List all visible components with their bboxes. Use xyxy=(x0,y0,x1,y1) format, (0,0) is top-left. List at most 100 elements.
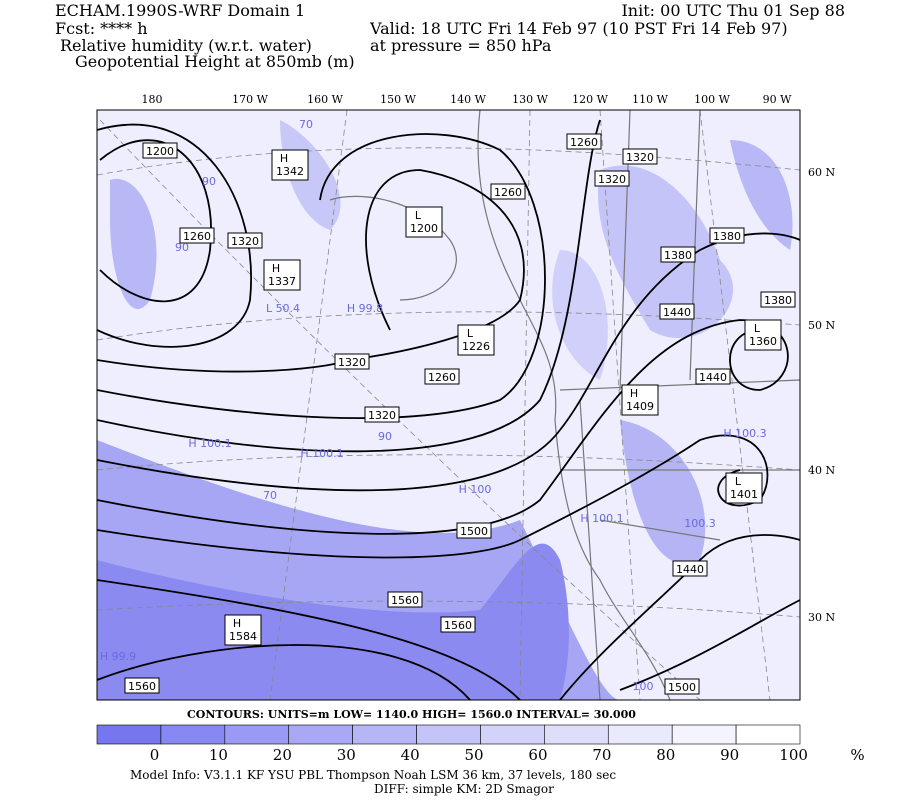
contour-label-box xyxy=(440,616,476,633)
contour-label-box xyxy=(490,183,526,200)
contour-label: 1560 xyxy=(444,619,472,632)
contour-label-box xyxy=(124,677,160,694)
colorbar-label: % xyxy=(850,746,864,764)
humidity-label: 90 xyxy=(378,430,392,443)
center-value: 1401 xyxy=(730,488,758,501)
model-title: ECHAM.1990S-WRF Domain 1 xyxy=(55,1,305,20)
longitude-label: 120 W xyxy=(572,93,608,106)
colorbar-label: 70 xyxy=(592,746,611,764)
contour-label-box xyxy=(364,406,400,423)
humidity-label: H 100.1 xyxy=(580,512,623,525)
colorbar-label: 30 xyxy=(337,746,356,764)
longitude-label: 140 W xyxy=(450,93,486,106)
colorbar-swatch xyxy=(224,724,290,745)
forecast-hour: Fcst: **** h xyxy=(55,19,148,38)
longitude-label: 160 W xyxy=(307,93,343,106)
colorbar-swatch xyxy=(160,724,226,745)
colorbar-swatch xyxy=(607,724,673,745)
contour-label: 1560 xyxy=(391,594,419,607)
colorbar-label: 60 xyxy=(528,746,547,764)
humid-area xyxy=(552,250,608,380)
humidity-label: 100.3 xyxy=(684,517,716,530)
longitude-labels: 180 170 W 160 W 150 W 140 W 130 W 120 W 110 W 10… xyxy=(142,93,793,106)
model-info: Model Info: V3.1.1 KF YSU PBL Thompson N… xyxy=(130,768,616,782)
colorbar: 0 10 20 30 40 50 60 70 80 90 100% xyxy=(96,724,865,764)
contour-label: 1260 xyxy=(494,186,522,199)
colorbar-swatch xyxy=(416,724,481,745)
center-letter: L xyxy=(415,209,422,222)
humidity-label: H 100.3 xyxy=(723,427,766,440)
contour-label-box xyxy=(334,353,370,370)
contour-label: 1320 xyxy=(626,151,654,164)
humidity-label: 70 xyxy=(299,118,313,131)
pressure-level: at pressure = 850 hPa xyxy=(370,36,552,55)
center-box xyxy=(744,319,782,351)
humid-area xyxy=(620,420,706,564)
colorbar-swatch xyxy=(480,724,545,745)
humid-area xyxy=(280,120,341,230)
contour-label: 1200 xyxy=(146,145,174,158)
contour-label: 1380 xyxy=(713,230,741,243)
contour-label-box xyxy=(672,560,708,577)
center-letter: H xyxy=(280,152,288,165)
longitude-label: 130 W xyxy=(512,93,548,106)
contour-label-box xyxy=(179,227,215,244)
init-time: Init: 00 UTC Thu 01 Sep 88 xyxy=(621,1,845,20)
humidity-label: 90 xyxy=(202,175,216,188)
contour-label-box xyxy=(695,368,731,385)
humidity-label: H 100.1 xyxy=(300,447,343,460)
map-area xyxy=(97,110,800,700)
valid-time: Valid: 18 UTC Fri 14 Feb 97 (10 PST Fri … xyxy=(369,19,788,38)
center-box xyxy=(621,384,659,416)
contour-label: 1320 xyxy=(231,235,259,248)
latitude-label: 40 N xyxy=(808,464,835,477)
colorbar-label: 40 xyxy=(401,746,420,764)
contour-label: 1440 xyxy=(663,306,691,319)
contour-label: 1260 xyxy=(183,230,211,243)
center-box xyxy=(271,149,309,181)
center-value: 1584 xyxy=(229,630,257,643)
longitude-label: 180 xyxy=(142,93,163,106)
colorbar-swatch xyxy=(352,724,417,745)
contour-label-box xyxy=(387,591,423,608)
field-1: Relative humidity (w.r.t. water) xyxy=(60,36,312,55)
center-value: 1226 xyxy=(462,340,490,353)
humidity-label: H 99.9 xyxy=(100,650,136,663)
latitude-label: 60 N xyxy=(808,166,835,179)
humidity-label: 90 xyxy=(175,241,189,254)
center-value: 1337 xyxy=(268,275,296,288)
colorbar-swatch xyxy=(96,724,162,745)
humidity-label: 70 xyxy=(263,489,277,502)
center-letter: L xyxy=(735,475,742,488)
contour-label-box xyxy=(142,142,178,159)
center-value: 1342 xyxy=(276,165,304,178)
humid-area xyxy=(110,178,157,309)
center-box xyxy=(405,206,443,238)
contour-label: 1320 xyxy=(338,356,366,369)
center-letter: H xyxy=(272,262,280,275)
contour-label-box xyxy=(566,133,602,150)
humidity-label: H 100.1 xyxy=(188,437,231,450)
contour-label: 1560 xyxy=(128,680,156,693)
humidity-labels: H 99.8 L 50.4 H 100.1 H 100.1 H 100 H 100.1 10… xyxy=(100,118,767,693)
colorbar-label: 50 xyxy=(465,746,484,764)
colorbar-swatch xyxy=(671,724,737,745)
contour-label-box xyxy=(622,148,658,165)
colorbar-label: 100 xyxy=(779,746,808,764)
center-value: 1360 xyxy=(749,335,777,348)
center-box xyxy=(263,259,301,291)
contour-label: 1440 xyxy=(676,563,704,576)
longitude-label: 150 W xyxy=(380,93,416,106)
contour-label: 1380 xyxy=(764,294,792,307)
center-box xyxy=(224,614,262,646)
contour-label: 1260 xyxy=(570,136,598,149)
colorbar-swatch xyxy=(288,724,353,745)
colorbar-swatch xyxy=(544,724,609,745)
field-2: Geopotential Height at 850mb (m) xyxy=(75,52,355,71)
center-value: 1409 xyxy=(626,400,654,413)
center-box xyxy=(725,472,763,504)
colorbar-label: 10 xyxy=(209,746,228,764)
map-frame xyxy=(96,109,801,701)
